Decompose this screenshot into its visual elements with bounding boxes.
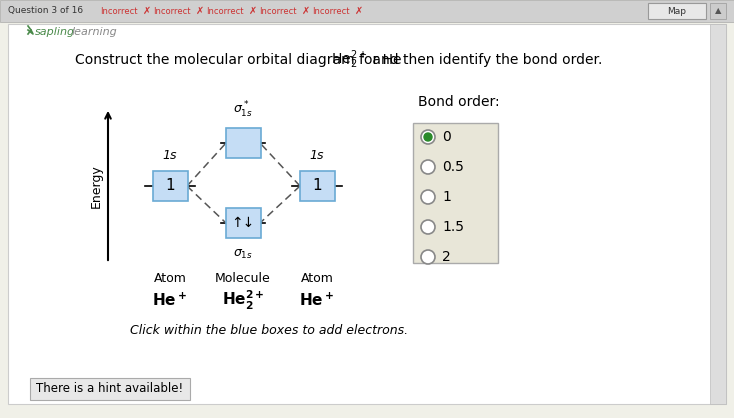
Text: ▲: ▲ (715, 7, 722, 15)
Bar (225, 128, 261, 158)
Text: 0.5: 0.5 (442, 160, 464, 174)
Bar (30, 378, 190, 400)
Text: Click within the blue boxes to add electrons.: Click within the blue boxes to add elect… (130, 324, 408, 336)
Circle shape (421, 250, 435, 264)
Text: There is a hint available!: There is a hint available! (37, 382, 184, 395)
Bar (413, 123, 498, 263)
Text: Bond order:: Bond order: (418, 95, 500, 109)
Circle shape (421, 130, 435, 144)
Text: Question 3 of 16: Question 3 of 16 (8, 7, 83, 15)
Circle shape (421, 220, 435, 234)
Text: Atom: Atom (153, 272, 186, 285)
Bar (710, 3, 726, 19)
Bar (225, 208, 261, 238)
Text: ✗: ✗ (302, 6, 310, 16)
Text: Atom: Atom (300, 272, 333, 285)
Text: Map: Map (667, 7, 686, 15)
Bar (0, 0, 734, 22)
Text: Incorrect: Incorrect (153, 7, 191, 15)
Text: and then identify the bond order.: and then identify the bond order. (368, 53, 603, 67)
Bar (299, 171, 335, 201)
Text: $\mathbf{He^+}$: $\mathbf{He^+}$ (153, 291, 188, 308)
Text: learning: learning (72, 27, 117, 37)
Text: 1: 1 (442, 190, 451, 204)
Text: 1: 1 (312, 178, 321, 194)
Text: 1s: 1s (163, 149, 177, 162)
Text: ✗: ✗ (196, 6, 204, 16)
Text: Energy: Energy (90, 164, 103, 208)
Text: ↑↓: ↑↓ (231, 216, 255, 230)
Circle shape (421, 190, 435, 204)
Bar (710, 24, 726, 404)
Text: 0: 0 (442, 130, 451, 144)
Bar (648, 3, 706, 19)
Text: ✗: ✗ (249, 6, 257, 16)
Circle shape (424, 133, 432, 141)
Text: ✗: ✗ (355, 6, 363, 16)
Text: 1s: 1s (310, 149, 324, 162)
Text: Incorrect: Incorrect (100, 7, 137, 15)
Text: 1: 1 (165, 178, 175, 194)
Text: $\sigma^*_{1s}$: $\sigma^*_{1s}$ (233, 100, 253, 120)
Text: Construct the molecular orbital diagram for He: Construct the molecular orbital diagram … (75, 53, 401, 67)
Text: Molecule: Molecule (215, 272, 271, 285)
Text: 2: 2 (442, 250, 451, 264)
Text: 1.5: 1.5 (442, 220, 464, 234)
Text: Incorrect: Incorrect (312, 7, 349, 15)
Text: ✗: ✗ (143, 6, 151, 16)
Text: $\mathbf{He_2^{2+}}$: $\mathbf{He_2^{2+}}$ (222, 288, 264, 311)
Text: sapling: sapling (35, 27, 75, 37)
Bar (153, 171, 187, 201)
Text: $\mathbf{He^+}$: $\mathbf{He^+}$ (299, 291, 335, 308)
Text: $\mathregular{He_2^{2+}}$: $\mathregular{He_2^{2+}}$ (331, 49, 367, 71)
Text: Incorrect: Incorrect (206, 7, 244, 15)
Circle shape (421, 160, 435, 174)
Text: Incorrect: Incorrect (259, 7, 297, 15)
Text: $\sigma_{1s}$: $\sigma_{1s}$ (233, 248, 253, 261)
